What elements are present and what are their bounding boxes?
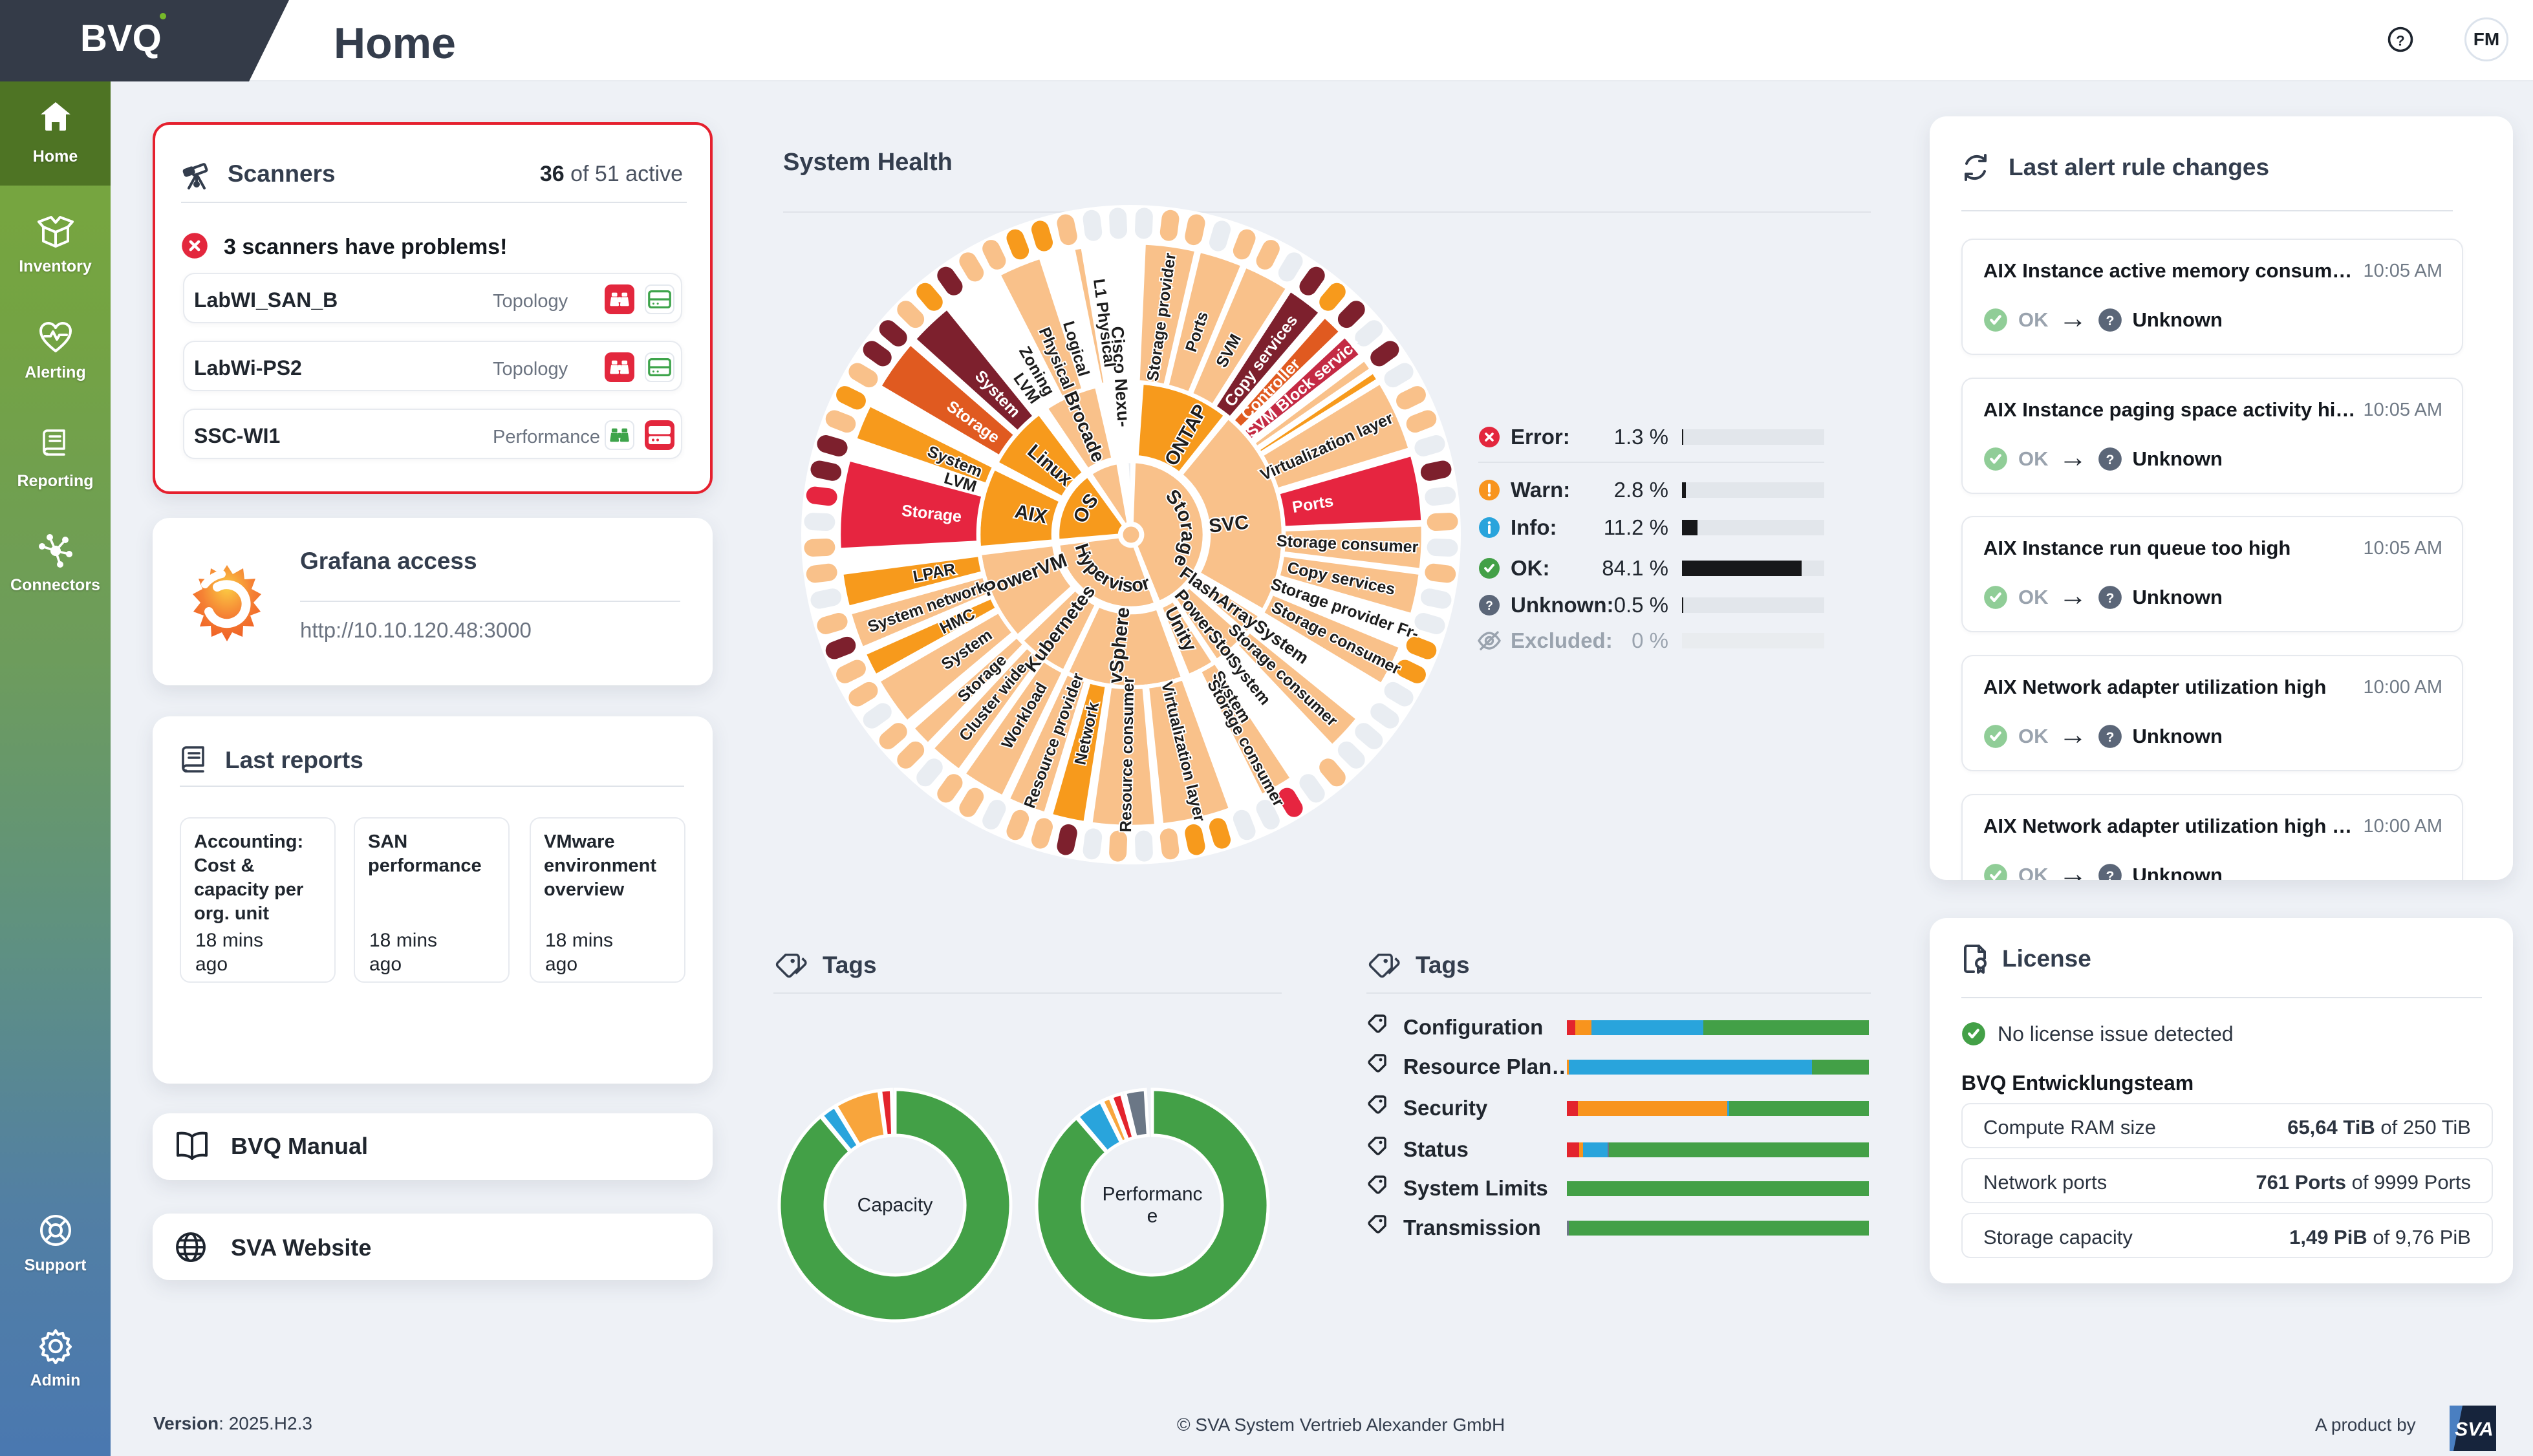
svg-text:?: ? xyxy=(2106,314,2114,328)
svg-text:Capacity: Capacity xyxy=(857,1195,933,1216)
svg-text:SVA: SVA xyxy=(2455,1419,2493,1440)
svg-text:?: ? xyxy=(2106,453,2114,467)
svg-text:?: ? xyxy=(1485,599,1493,613)
svg-text:e: e xyxy=(1147,1206,1158,1227)
svg-text:SVC: SVC xyxy=(1208,511,1250,537)
svg-text:?: ? xyxy=(2106,869,2114,880)
svg-text:Resource consumer: Resource consumer xyxy=(1117,676,1137,832)
svg-text:Performanc: Performanc xyxy=(1102,1184,1202,1205)
svg-text:?: ? xyxy=(2396,33,2404,49)
svg-text:?: ? xyxy=(2106,591,2114,606)
svg-text:vSphere: vSphere xyxy=(1105,606,1134,685)
svg-text:?: ? xyxy=(2106,730,2114,745)
